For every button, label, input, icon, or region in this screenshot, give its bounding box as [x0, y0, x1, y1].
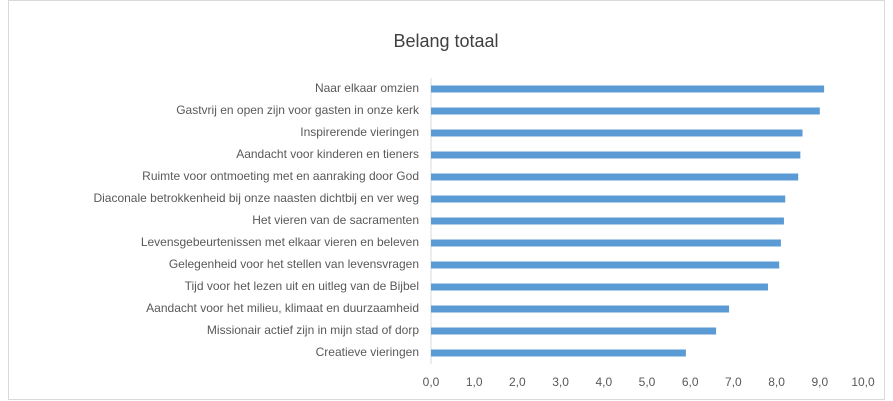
x-tick-label: 10,0: [851, 375, 875, 389]
y-tick-label: Gastvrij en open zijn voor gasten in onz…: [176, 103, 420, 117]
x-tick-label: 6,0: [682, 375, 699, 389]
bar: [431, 195, 786, 203]
y-tick-label: Missionair actief zijn in mijn stad of d…: [207, 323, 419, 337]
bar: [431, 305, 730, 313]
y-tick-label: Aandacht voor het milieu, klimaat en duu…: [146, 301, 419, 315]
y-tick-label: Tijd voor het lezen uit en uitleg van de…: [185, 279, 419, 293]
bar: [431, 129, 803, 137]
y-tick-label: Levensgebeurtenissen met elkaar vieren e…: [141, 235, 419, 249]
y-tick-label: Diaconale betrokkenheid bij onze naasten…: [93, 191, 419, 205]
bar: [431, 151, 801, 159]
y-tick-label: Aandacht voor kinderen en tieners: [236, 147, 419, 161]
x-tick-label: 2,0: [509, 375, 526, 389]
y-tick-label: Ruimte voor ontmoeting met en aanraking …: [142, 169, 419, 183]
chart-title: Belang totaal: [393, 31, 498, 51]
bar: [431, 239, 781, 247]
y-tick-label: Inspirerende vieringen: [300, 125, 419, 139]
bar: [431, 261, 780, 269]
y-tick-label: Gelegenheid voor het stellen van levensv…: [169, 257, 419, 271]
x-tick-label: 8,0: [768, 375, 785, 389]
x-tick-label: 0,0: [423, 375, 440, 389]
bar: [431, 85, 825, 93]
bar: [431, 217, 784, 225]
y-tick-label: Het vieren van de sacramenten: [252, 213, 419, 227]
x-tick-label: 7,0: [725, 375, 742, 389]
x-tick-label: 1,0: [466, 375, 483, 389]
x-tick-label: 3,0: [552, 375, 569, 389]
y-tick-label: Naar elkaar omzien: [315, 81, 419, 95]
bar: [431, 327, 717, 335]
x-tick-label: 4,0: [595, 375, 612, 389]
bar: [431, 349, 686, 357]
bar: [431, 283, 768, 291]
x-tick-label: 9,0: [811, 375, 828, 389]
bar: [431, 107, 820, 115]
x-tick-label: 5,0: [639, 375, 656, 389]
bar: [431, 173, 799, 181]
y-tick-label: Creatieve vieringen: [316, 345, 419, 359]
